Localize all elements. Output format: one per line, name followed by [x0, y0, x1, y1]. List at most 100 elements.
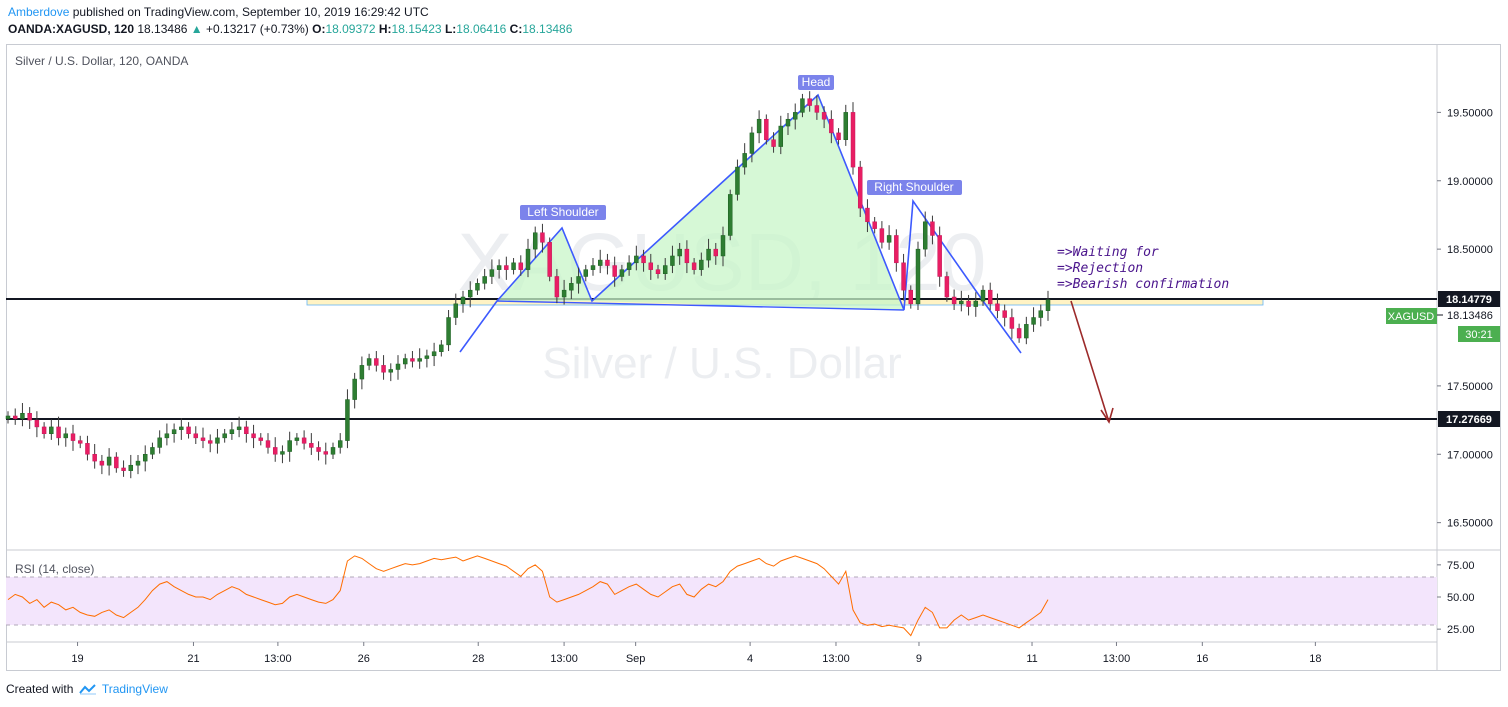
- publish-line: Amberdove published on TradingView.com, …: [8, 5, 429, 19]
- published-text: published on TradingView.com, September …: [72, 5, 429, 19]
- pattern-neckline[interactable]: [496, 300, 905, 311]
- open-value: 18.09372: [325, 22, 376, 36]
- candle-body: [872, 221, 877, 229]
- candle-body: [207, 440, 213, 444]
- candle-body: [27, 412, 32, 421]
- candle-body: [742, 153, 747, 168]
- candle-body: [583, 269, 589, 277]
- close-value: 18.13486: [522, 22, 573, 36]
- candle-body: [200, 437, 206, 441]
- time-tick-label: 13:00: [264, 653, 292, 665]
- left-shoulder-tag[interactable]: Left Shoulder: [520, 205, 606, 220]
- candle-body: [713, 248, 719, 257]
- projection-arrow[interactable]: [1070, 300, 1110, 423]
- candle-body: [785, 118, 791, 127]
- candle-body: [171, 429, 177, 435]
- candle-body: [930, 221, 935, 236]
- candle-body: [446, 317, 451, 346]
- candle-body: [807, 98, 812, 106]
- countdown-badge: 30:21: [1458, 326, 1500, 342]
- candle-body: [590, 265, 596, 270]
- candle-body: [1031, 317, 1036, 325]
- candle-body: [901, 262, 906, 291]
- left-shoulder-fill: [497, 228, 592, 301]
- neckline-price-text: 18.14779: [1446, 294, 1492, 306]
- candle-body: [49, 426, 54, 435]
- candle-body: [179, 426, 184, 430]
- time-tick-label: 16: [1196, 653, 1208, 665]
- candle-body: [612, 265, 617, 277]
- right-shoulder-tag[interactable]: Right Shoulder: [867, 180, 962, 195]
- candle-body: [836, 132, 841, 140]
- symbol-price-tag: XAGUSD: [1386, 308, 1437, 324]
- candle-body: [330, 447, 336, 455]
- rsi-title: RSI (14, close): [15, 562, 94, 576]
- low-value: 18.06416: [456, 22, 507, 36]
- candle-body: [77, 440, 83, 444]
- candle-body: [1009, 317, 1015, 329]
- candle-body: [850, 112, 856, 168]
- candle-body: [648, 262, 654, 270]
- tradingview-link[interactable]: TradingView: [101, 682, 168, 696]
- price-tick-label: 17.00000: [1447, 449, 1493, 461]
- candle-body: [995, 303, 1000, 311]
- time-tick-label: 4: [747, 653, 753, 665]
- rsi-axis[interactable]: 75.00 50.00 25.00: [1437, 560, 1475, 636]
- candle-body: [20, 412, 25, 419]
- open-label: O:: [312, 22, 326, 36]
- price-axis[interactable]: 19.50000 19.00000 18.50000 17.50000 17.00000…: [1437, 107, 1493, 530]
- candle-body: [879, 228, 885, 243]
- candle-body: [222, 433, 227, 439]
- candle-body: [287, 440, 292, 452]
- candle-body: [980, 289, 986, 302]
- symbol-label: OANDA:XAGUSD, 120: [8, 22, 135, 36]
- note-line-2[interactable]: =>Rejection: [1057, 261, 1143, 276]
- candle-body: [778, 125, 784, 147]
- rsi-tick-label: 25.00: [1447, 624, 1475, 636]
- time-tick-label: 18: [1309, 653, 1321, 665]
- candle-body: [857, 166, 863, 209]
- pattern-outline[interactable]: [459, 93, 1022, 354]
- candle-body: [987, 289, 993, 305]
- candle-body: [865, 207, 870, 223]
- target-price-badge: 17.27669: [1438, 411, 1500, 427]
- candle-body: [677, 248, 682, 257]
- candle-body: [518, 262, 524, 270]
- chart-frame[interactable]: [6, 44, 1501, 671]
- candle-body: [215, 437, 220, 444]
- time-axis[interactable]: 19 21 13:00 26 28 13:00 Sep 4 13:00 9 11 13:00 16 18: [71, 642, 1321, 665]
- candle-body: [655, 269, 661, 275]
- candle-body: [265, 440, 271, 448]
- candle-body: [186, 426, 191, 435]
- candle-body: [402, 358, 408, 365]
- countdown-text: 30:21: [1465, 329, 1493, 341]
- candle-body: [944, 276, 950, 298]
- candle-body: [301, 437, 307, 444]
- candle-body: [626, 262, 632, 270]
- note-line-1[interactable]: =>Waiting for: [1057, 245, 1159, 260]
- footer: Created with TradingView: [6, 682, 168, 696]
- candle-body: [821, 112, 827, 120]
- candle-body: [424, 355, 430, 359]
- candle-body: [106, 456, 112, 466]
- price-tick-label: 19.50000: [1447, 107, 1493, 119]
- candle-body: [569, 283, 574, 291]
- candle-body: [771, 139, 776, 147]
- time-tick-label: 13:00: [1103, 653, 1131, 665]
- candle-body: [193, 433, 199, 439]
- head-tag[interactable]: Head: [798, 75, 834, 90]
- chart-title: Silver / U.S. Dollar, 120, OANDA: [15, 54, 188, 68]
- author-link[interactable]: Amberdove: [8, 5, 70, 19]
- candle-body: [135, 460, 141, 466]
- candle-body: [720, 235, 726, 257]
- candle-body: [359, 365, 365, 380]
- note-line-3[interactable]: =>Bearish confirmation: [1057, 277, 1229, 292]
- candle-body: [352, 378, 357, 400]
- candle-body: [337, 440, 343, 448]
- candle-body: [63, 433, 69, 439]
- current-price-text: 18.13486: [1447, 310, 1493, 322]
- candle-body: [829, 118, 834, 134]
- candle-body: [619, 269, 625, 277]
- change-value: +0.13217 (+0.73%): [206, 22, 309, 36]
